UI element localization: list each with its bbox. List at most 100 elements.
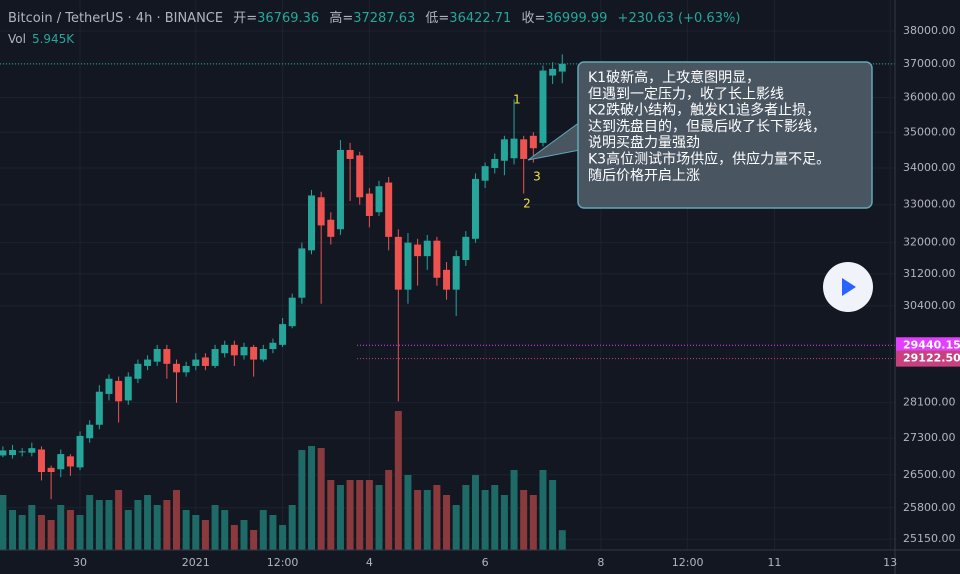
- callout-line: 但遇到一定压力，收了长上影线: [588, 86, 784, 102]
- candle-body: [28, 448, 36, 453]
- volume-bar: [356, 480, 364, 550]
- candle-body: [182, 365, 190, 373]
- y-tick-label: 25800.00: [903, 501, 956, 514]
- legend-header: Bitcoin / TetherUS · 4h · BINANCE 开=3676…: [8, 7, 746, 26]
- volume-bar: [308, 446, 316, 550]
- candle-body: [462, 236, 470, 261]
- y-tick-label: 30400.00: [903, 299, 956, 312]
- grid: [0, 0, 895, 550]
- y-tick-label: 26500.00: [903, 468, 956, 481]
- ohlc-label: 低=: [425, 11, 450, 26]
- price-tag: [896, 337, 960, 354]
- volume-legend: Vol 5.945K: [8, 32, 74, 46]
- candle-body: [336, 150, 344, 230]
- candle-body: [0, 450, 7, 456]
- volume-bar: [124, 510, 132, 550]
- candle-body: [288, 297, 296, 327]
- volume-bar: [144, 495, 152, 550]
- y-tick-label: 32000.00: [903, 236, 956, 249]
- candle-body: [105, 378, 113, 394]
- x-tick-label: 12:00: [672, 556, 704, 569]
- candle-body: [86, 424, 94, 439]
- volume-value: 5.945K: [31, 32, 75, 46]
- volume-pane: [0, 411, 566, 550]
- candle-body: [558, 63, 566, 72]
- volume-bar: [134, 500, 142, 550]
- candle-body: [385, 182, 393, 237]
- volume-bar: [375, 485, 383, 550]
- callout: K1破新高，上攻意图明显，但遇到一定压力，收了长上影线K2跌破小结构，触发K1追…: [527, 61, 873, 209]
- candle-body: [500, 139, 508, 161]
- volume-bar: [115, 490, 123, 550]
- volume-bar: [558, 530, 566, 550]
- candle-body: [539, 70, 547, 143]
- y-tick-label: 25150.00: [903, 532, 956, 545]
- ohlc-value: 36422.71: [449, 11, 512, 26]
- price-tag-label: 29122.50: [903, 352, 960, 365]
- annotation: 2: [523, 197, 531, 211]
- price-tag: [896, 350, 960, 367]
- volume-bar: [279, 525, 287, 550]
- candle-body: [308, 195, 316, 251]
- volume-bar: [211, 505, 219, 550]
- volume-bar: [192, 515, 200, 550]
- candle-body: [414, 244, 422, 257]
- candle-body: [221, 344, 229, 354]
- candle-body: [394, 236, 402, 290]
- symbol: Bitcoin / TetherUS · 4h · BINANCE: [8, 11, 224, 26]
- candle-body: [57, 454, 65, 470]
- volume-bar: [86, 495, 94, 550]
- volume-bar: [452, 505, 460, 550]
- volume-bar: [57, 505, 65, 550]
- candle-body: [259, 349, 267, 360]
- x-tick-label: 11: [767, 556, 781, 569]
- candle-body: [66, 456, 74, 467]
- y-tick-label: 34000.00: [903, 161, 956, 174]
- candle-body: [549, 68, 557, 76]
- candle-body: [18, 451, 26, 453]
- candle-body: [279, 324, 287, 345]
- candle-body: [452, 256, 460, 290]
- candle-body: [443, 269, 451, 290]
- y-tick-label: 35000.00: [903, 125, 956, 138]
- x-tick-label: 30: [73, 556, 87, 569]
- candle-body: [172, 363, 180, 373]
- candle-body: [375, 186, 383, 213]
- candle-body: [529, 135, 537, 149]
- candle-body: [346, 150, 354, 159]
- volume-bar: [47, 520, 55, 550]
- y-tick-label: 38000.00: [903, 24, 956, 37]
- volume-bar: [298, 450, 306, 550]
- candle-body: [47, 467, 55, 473]
- volume-bar: [423, 490, 431, 550]
- price-lines: [0, 63, 895, 360]
- candle-body: [356, 155, 364, 198]
- x-tick-label: 12:00: [267, 556, 299, 569]
- volume-bar: [346, 480, 354, 550]
- candle-body: [327, 219, 335, 237]
- callout-text: K1破新高，上攻意图明显，但遇到一定压力，收了长上影线K2跌破小结构，触发K1追…: [588, 69, 830, 184]
- candle-body: [510, 138, 518, 159]
- candle-body: [230, 344, 238, 356]
- candle-body: [95, 391, 103, 425]
- volume-bar: [105, 500, 113, 550]
- volume-bar: [327, 480, 335, 550]
- play-button[interactable]: [823, 262, 873, 312]
- volume-bar: [491, 485, 499, 550]
- callout-line: K2跌破小结构，触发K1追多者止损，: [588, 102, 820, 119]
- volume-bar: [163, 500, 171, 550]
- volume-bar: [259, 510, 267, 550]
- ohlc-label: 收=: [521, 11, 546, 26]
- volume-bar: [37, 515, 45, 550]
- y-tick-label: 37000.00: [903, 57, 956, 70]
- volume-bar: [288, 505, 296, 550]
- volume-bar: [0, 495, 7, 550]
- volume-bar: [182, 510, 190, 550]
- y-tick-label: 28100.00: [903, 396, 956, 409]
- play-icon[interactable]: [842, 278, 856, 296]
- callout-box: [577, 61, 873, 209]
- x-tick-label: 8: [597, 556, 604, 569]
- volume-bar: [240, 520, 248, 550]
